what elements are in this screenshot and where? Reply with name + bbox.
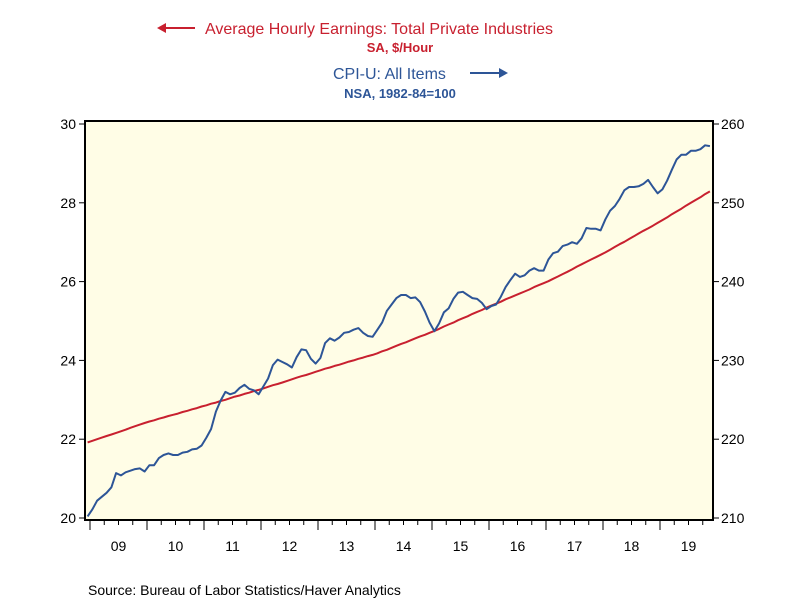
x-tick-label: 09 <box>111 538 127 554</box>
x-tick-label: 10 <box>168 538 184 554</box>
x-tick-label: 18 <box>624 538 640 554</box>
plot-area <box>85 121 713 520</box>
arrow-left-head <box>157 23 166 33</box>
right-tick-label: 240 <box>721 274 745 290</box>
arrow-right-head <box>499 68 508 78</box>
cpi-units-label: NSA, 1982-84=100 <box>344 86 456 101</box>
earnings-units-label: SA, $/Hour <box>367 40 433 55</box>
x-tick-label: 13 <box>339 538 355 554</box>
right-tick-label: 210 <box>721 510 745 526</box>
right-tick-label: 230 <box>721 352 745 368</box>
left-tick-label: 22 <box>60 431 76 447</box>
x-tick-label: 11 <box>225 538 240 554</box>
left-tick-label: 24 <box>60 352 76 368</box>
legend-earnings: Average Hourly Earnings: Total Private I… <box>157 21 553 55</box>
legend-cpi: CPI-U: All Items NSA, 1982-84=100 <box>333 66 508 101</box>
x-axis: 09 10 11 12 13 14 15 16 17 18 19 <box>90 520 703 554</box>
left-tick-label: 28 <box>60 195 76 211</box>
left-axis: 20 22 24 26 28 30 <box>60 116 85 526</box>
x-tick-label: 12 <box>282 538 298 554</box>
right-tick-label: 250 <box>721 195 745 211</box>
x-tick-label: 16 <box>510 538 526 554</box>
cpi-series-label: CPI-U: All Items <box>333 66 446 83</box>
source-note: Source: Bureau of Labor Statistics/Haver… <box>88 582 401 598</box>
left-tick-label: 26 <box>60 274 76 290</box>
right-tick-label: 260 <box>721 116 745 132</box>
x-tick-label: 15 <box>453 538 469 554</box>
right-tick-label: 220 <box>721 431 745 447</box>
x-tick-label: 19 <box>681 538 697 554</box>
x-tick-label: 17 <box>567 538 583 554</box>
right-axis: 210 220 230 240 250 260 <box>713 116 745 526</box>
earnings-series-label: Average Hourly Earnings: Total Private I… <box>205 21 553 38</box>
left-tick-label: 20 <box>60 510 76 526</box>
left-tick-label: 30 <box>60 116 76 132</box>
x-tick-label: 14 <box>396 538 412 554</box>
